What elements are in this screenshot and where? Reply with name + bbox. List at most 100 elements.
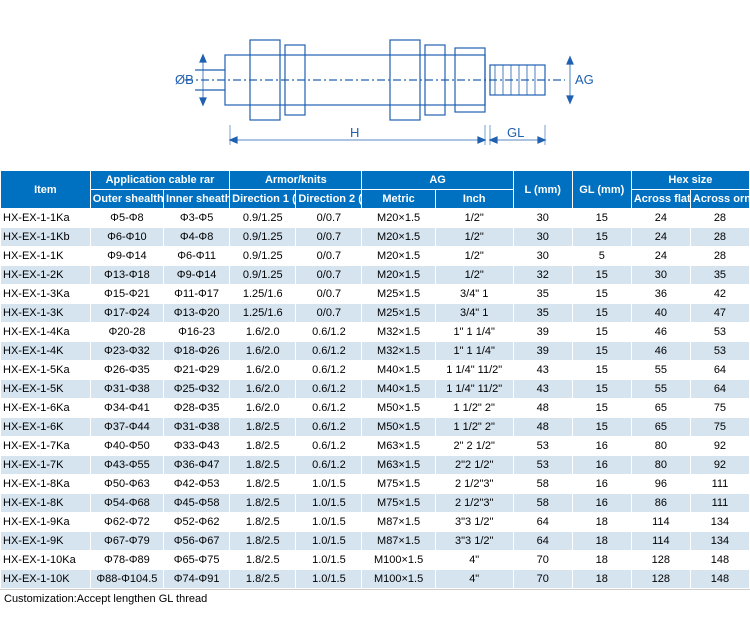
table-cell: 148 bbox=[690, 551, 749, 570]
table-row: HX-EX-1-10KaΦ78-Φ89Φ65-Φ751.8/2.51.0/1.5… bbox=[1, 551, 750, 570]
table-cell: M75×1.5 bbox=[362, 494, 435, 513]
table-cell: M87×1.5 bbox=[362, 532, 435, 551]
table-cell: 1.8/2.5 bbox=[230, 551, 296, 570]
spec-table: ItemApplication cable rarArmor/knitsAGL … bbox=[0, 170, 750, 589]
table-cell: Φ62-Φ72 bbox=[90, 513, 163, 532]
table-cell: 1.8/2.5 bbox=[230, 456, 296, 475]
table-cell: 0.9/1.25 bbox=[230, 266, 296, 285]
table-cell: 0/0.7 bbox=[296, 247, 362, 266]
label-h: H bbox=[350, 125, 359, 140]
table-cell: HX-EX-1-3Ka bbox=[1, 285, 91, 304]
column-header: Across orner (mm) bbox=[690, 190, 749, 209]
table-cell: M20×1.5 bbox=[362, 209, 435, 228]
table-cell: 0.6/1.2 bbox=[296, 342, 362, 361]
table-cell: 15 bbox=[572, 380, 631, 399]
table-cell: 1" 1 1/4" bbox=[435, 342, 513, 361]
table-cell: 80 bbox=[631, 437, 690, 456]
table-cell: 24 bbox=[631, 247, 690, 266]
table-cell: 128 bbox=[631, 570, 690, 589]
label-ag: AG bbox=[575, 72, 594, 87]
column-header: Direction 1 (mm) bbox=[230, 190, 296, 209]
table-cell: M25×1.5 bbox=[362, 285, 435, 304]
table-cell: 1.0/1.5 bbox=[296, 570, 362, 589]
table-cell: 4" bbox=[435, 551, 513, 570]
table-cell: 48 bbox=[513, 418, 572, 437]
table-cell: Φ42-Φ53 bbox=[164, 475, 230, 494]
cable-gland-drawing: ØB AG H GL bbox=[155, 10, 595, 160]
column-header: Direction 2 (mm) bbox=[296, 190, 362, 209]
table-cell: Φ13-Φ20 bbox=[164, 304, 230, 323]
table-cell: HX-EX-1-8Ka bbox=[1, 475, 91, 494]
table-cell: M20×1.5 bbox=[362, 228, 435, 247]
column-header: Across flats (mm) bbox=[631, 190, 690, 209]
label-gl: GL bbox=[507, 125, 524, 140]
table-cell: 1.6/2.0 bbox=[230, 342, 296, 361]
table-cell: HX-EX-1-8K bbox=[1, 494, 91, 513]
table-cell: HX-EX-1-6Ka bbox=[1, 399, 91, 418]
table-row: HX-EX-1-4KΦ23-Φ32Φ18-Φ261.6/2.00.6/1.2M3… bbox=[1, 342, 750, 361]
table-cell: 64 bbox=[690, 361, 749, 380]
label-ob: ØB bbox=[175, 72, 194, 87]
table-cell: Φ78-Φ89 bbox=[90, 551, 163, 570]
table-cell: 2" 2 1/2" bbox=[435, 437, 513, 456]
table-cell: 42 bbox=[690, 285, 749, 304]
table-cell: M63×1.5 bbox=[362, 437, 435, 456]
column-header: L (mm) bbox=[513, 171, 572, 209]
table-cell: Φ11-Φ17 bbox=[164, 285, 230, 304]
table-cell: HX-EX-1-4Ka bbox=[1, 323, 91, 342]
table-cell: 96 bbox=[631, 475, 690, 494]
table-cell: Φ9-Φ14 bbox=[90, 247, 163, 266]
table-cell: M100×1.5 bbox=[362, 551, 435, 570]
table-cell: M40×1.5 bbox=[362, 361, 435, 380]
table-cell: 1/2" bbox=[435, 266, 513, 285]
table-cell: 134 bbox=[690, 513, 749, 532]
table-cell: 1.8/2.5 bbox=[230, 532, 296, 551]
table-cell: 134 bbox=[690, 532, 749, 551]
table-cell: M32×1.5 bbox=[362, 342, 435, 361]
table-cell: 15 bbox=[572, 228, 631, 247]
table-cell: 114 bbox=[631, 513, 690, 532]
table-row: HX-EX-1-7KaΦ40-Φ50Φ33-Φ431.8/2.50.6/1.2M… bbox=[1, 437, 750, 456]
table-cell: 40 bbox=[631, 304, 690, 323]
table-cell: M63×1.5 bbox=[362, 456, 435, 475]
table-row: HX-EX-1-3KΦ17-Φ24Φ13-Φ201.25/1.60/0.7M25… bbox=[1, 304, 750, 323]
table-cell: 32 bbox=[513, 266, 572, 285]
table-cell: 0/0.7 bbox=[296, 266, 362, 285]
table-cell: Φ5-Φ8 bbox=[90, 209, 163, 228]
table-cell: 16 bbox=[572, 456, 631, 475]
table-cell: 1.8/2.5 bbox=[230, 494, 296, 513]
table-cell: 1.25/1.6 bbox=[230, 285, 296, 304]
table-cell: Φ21-Φ29 bbox=[164, 361, 230, 380]
table-body: HX-EX-1-1KaΦ5-Φ8Φ3-Φ50.9/1.250/0.7M20×1.… bbox=[1, 209, 750, 589]
table-cell: M25×1.5 bbox=[362, 304, 435, 323]
table-cell: 15 bbox=[572, 342, 631, 361]
table-cell: Φ20-28 bbox=[90, 323, 163, 342]
table-cell: 24 bbox=[631, 209, 690, 228]
table-cell: 15 bbox=[572, 285, 631, 304]
column-header: Metric bbox=[362, 190, 435, 209]
table-cell: 0.6/1.2 bbox=[296, 361, 362, 380]
table-cell: 0.6/1.2 bbox=[296, 418, 362, 437]
table-cell: HX-EX-1-1K bbox=[1, 247, 91, 266]
table-cell: HX-EX-1-2K bbox=[1, 266, 91, 285]
table-cell: 53 bbox=[513, 456, 572, 475]
table-cell: 35 bbox=[513, 304, 572, 323]
table-cell: 55 bbox=[631, 361, 690, 380]
table-cell: 1.6/2.0 bbox=[230, 399, 296, 418]
footer-note: Customization:Accept lengthen GL thread bbox=[0, 589, 750, 608]
table-cell: 64 bbox=[690, 380, 749, 399]
table-cell: 35 bbox=[513, 285, 572, 304]
table-cell: 1.0/1.5 bbox=[296, 532, 362, 551]
table-cell: 86 bbox=[631, 494, 690, 513]
table-cell: 35 bbox=[690, 266, 749, 285]
table-cell: 1.25/1.6 bbox=[230, 304, 296, 323]
table-cell: 1.0/1.5 bbox=[296, 475, 362, 494]
table-cell: 18 bbox=[572, 513, 631, 532]
table-cell: 0/0.7 bbox=[296, 209, 362, 228]
table-cell: 65 bbox=[631, 418, 690, 437]
table-cell: 2 1/2"3" bbox=[435, 475, 513, 494]
table-cell: 75 bbox=[690, 418, 749, 437]
table-cell: 1.8/2.5 bbox=[230, 437, 296, 456]
column-header: Hex size bbox=[631, 171, 749, 190]
table-cell: 64 bbox=[513, 532, 572, 551]
